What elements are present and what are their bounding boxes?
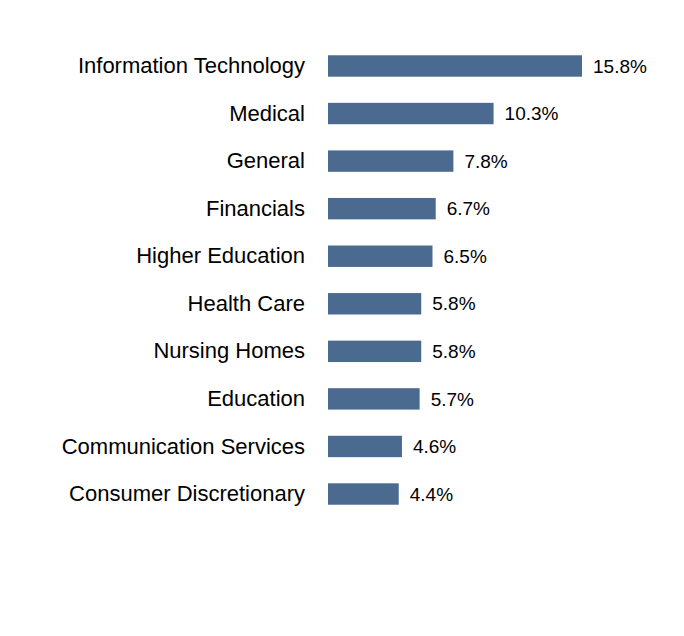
tick-label: Education	[207, 386, 305, 411]
tick-label: Higher Education	[136, 243, 305, 268]
bar	[328, 436, 402, 457]
tick: Health Care	[188, 291, 305, 316]
bar	[328, 150, 453, 171]
tick-label: Information Technology	[78, 53, 305, 78]
bar	[328, 246, 432, 267]
tick: General	[227, 148, 305, 173]
data-label: 7.8%	[464, 151, 507, 172]
data-labels: 15.8% 10.3% 7.8% 6.7% 6.5% 5.8% 5.8% 5.7% 4.6% 4.…	[410, 56, 647, 505]
category-axis: Information Technology Medical General Fina…	[62, 53, 305, 506]
tick: Financials	[206, 196, 305, 221]
tick-label: Consumer Discretionary	[69, 481, 305, 506]
tick-label: Financials	[206, 196, 305, 221]
data-label: 5.8%	[432, 341, 475, 362]
data-label: 4.4%	[410, 484, 453, 505]
tick-label: Communication Services	[62, 434, 305, 459]
tick-label: Medical	[229, 101, 305, 126]
bars	[328, 55, 582, 504]
data-label: 10.3%	[505, 103, 559, 124]
tick-label: Nursing Homes	[153, 338, 305, 363]
tick: Information Technology	[78, 53, 305, 78]
bar	[328, 198, 436, 219]
tick: Education	[207, 386, 305, 411]
tick: Medical	[229, 101, 305, 126]
data-label: 5.8%	[432, 293, 475, 314]
bar	[328, 341, 421, 362]
tick: Higher Education	[136, 243, 305, 268]
data-label: 5.7%	[431, 389, 474, 410]
tick-label: General	[227, 148, 305, 173]
data-label: 4.6%	[413, 436, 456, 457]
tick-label: Health Care	[188, 291, 305, 316]
tick: Consumer Discretionary	[69, 481, 305, 506]
tick: Nursing Homes	[153, 338, 305, 363]
bar	[328, 483, 399, 504]
data-label: 6.5%	[443, 246, 486, 267]
bar	[328, 103, 494, 124]
data-label: 6.7%	[447, 198, 490, 219]
chart: Information Technology Medical General Fina…	[0, 0, 684, 636]
bar	[328, 55, 582, 76]
bar	[328, 388, 420, 409]
bar	[328, 293, 421, 314]
tick: Communication Services	[62, 434, 305, 459]
data-label: 15.8%	[593, 56, 647, 77]
